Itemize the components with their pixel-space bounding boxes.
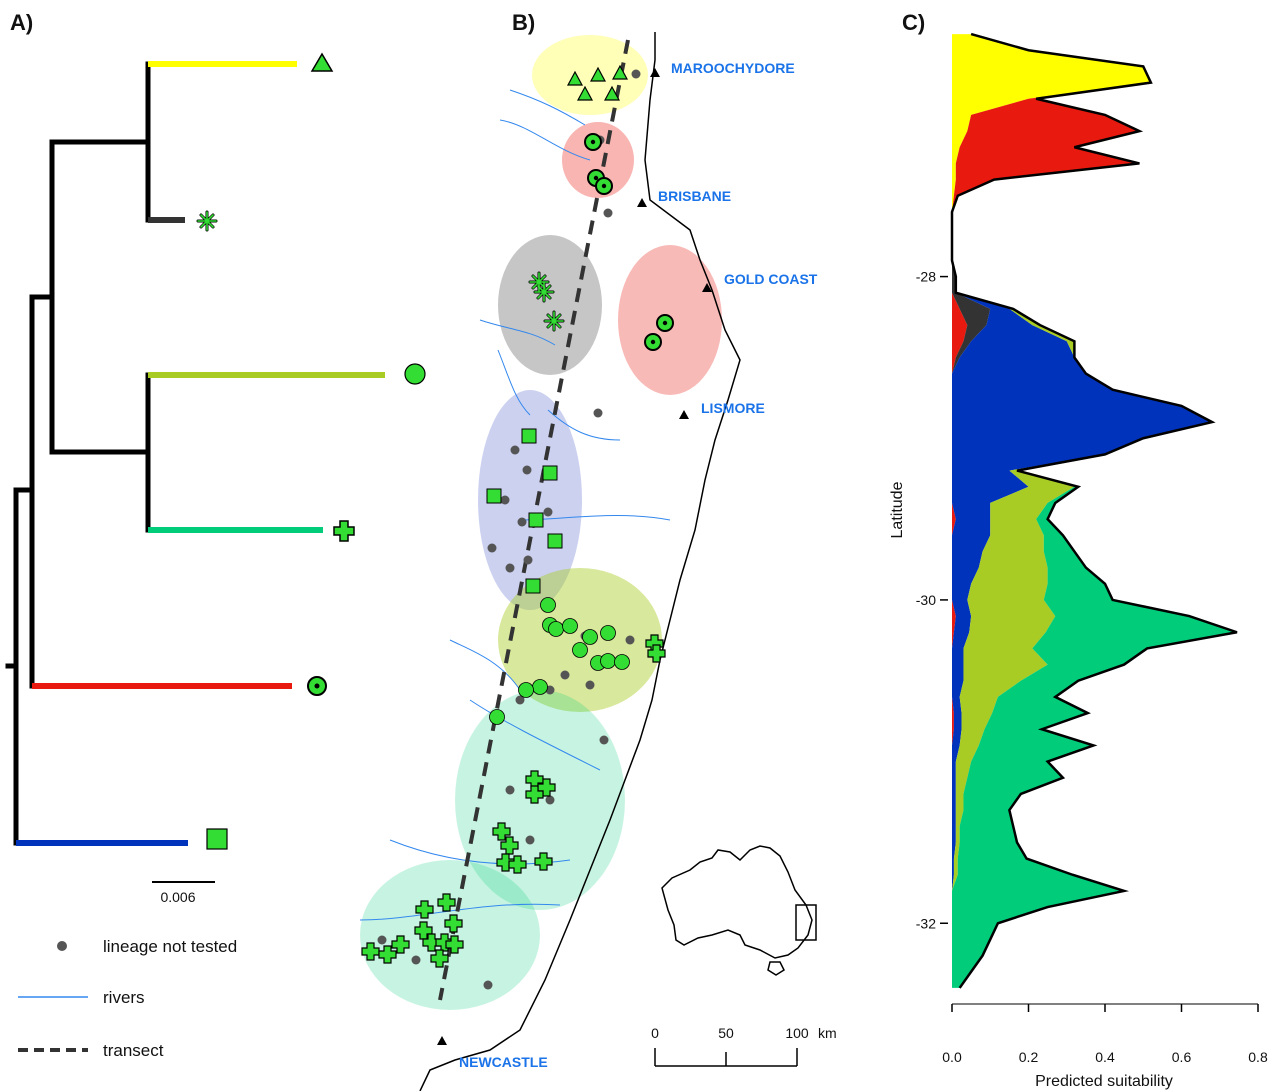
km-unit: km: [818, 1025, 837, 1041]
area-layers: [952, 34, 1237, 988]
map-triangles: [566, 64, 629, 101]
cross-icon: [333, 520, 355, 542]
suitability-patches: [360, 35, 722, 1010]
map-dotted-circles: [584, 133, 674, 351]
map-circles: [489, 597, 630, 725]
city-maroochydore: MAROOCHYDORE: [671, 60, 795, 76]
y-tick-label: -28: [916, 269, 936, 285]
triangle-icon: [310, 52, 334, 72]
legend: lineage not tested rivers transect: [18, 937, 237, 1060]
km-scale: [654, 1048, 798, 1067]
city-gold-coast: GOLD COAST: [724, 271, 818, 287]
panel-a: A): [5, 10, 426, 1060]
city-triangles: [437, 68, 712, 1045]
x-tick-label: 0.2: [1019, 1049, 1039, 1065]
km-tick-100: 100: [785, 1025, 809, 1041]
area-series-teal: [952, 34, 1237, 988]
australia-inset-icon: [661, 845, 817, 976]
square-icon: [206, 828, 228, 850]
legend-not-tested: lineage not tested: [103, 937, 237, 956]
dotted-circle-icon: [307, 676, 327, 696]
tree-scale-label: 0.006: [160, 889, 195, 905]
x-tick-label: 0.8: [1248, 1049, 1268, 1065]
not-tested-dot-icon: [57, 941, 67, 951]
legend-transect: transect: [103, 1041, 164, 1060]
legend-rivers: rivers: [103, 988, 145, 1007]
city-lismore: LISMORE: [701, 400, 765, 416]
km-tick-0: 0: [651, 1025, 659, 1041]
rivers: [359, 89, 671, 921]
x-axis: 0.0 0.2 0.4 0.6 0.8: [942, 1003, 1268, 1065]
y-axis-title: Latitude: [889, 481, 906, 538]
city-brisbane: BRISBANE: [658, 188, 731, 204]
map-squares: [486, 428, 563, 594]
area-series-red: [952, 34, 1151, 988]
x-tick-label: 0.6: [1172, 1049, 1192, 1065]
study-area-box: [795, 904, 817, 941]
panel-b-label: B): [512, 10, 535, 35]
area-outline: [950, 32, 1238, 989]
y-axis: -28 -30 -32: [916, 269, 948, 931]
y-tick-label: -30: [916, 592, 936, 608]
panel-b: B): [359, 10, 837, 1091]
x-tick-label: 0.0: [942, 1049, 962, 1065]
city-newcastle: NEWCASTLE: [459, 1054, 548, 1070]
coastline: [419, 32, 741, 1091]
circle-icon: [404, 363, 426, 385]
map-crosses: [361, 634, 666, 968]
panel-c-label: C): [902, 10, 925, 35]
y-tick-label: -32: [916, 915, 936, 931]
panel-a-label: A): [10, 10, 33, 35]
panel-c: C) -28 -30 -32 0.0 0.2 0.4 0.6 0.8 Latitude Pr…: [889, 10, 1268, 1090]
x-tick-label: 0.4: [1095, 1049, 1115, 1065]
x-axis-title: Predicted suitability: [1035, 1073, 1173, 1090]
phylogenetic-tree: [5, 61, 151, 846]
area-series-olive: [952, 34, 1213, 988]
km-tick-50: 50: [718, 1025, 734, 1041]
